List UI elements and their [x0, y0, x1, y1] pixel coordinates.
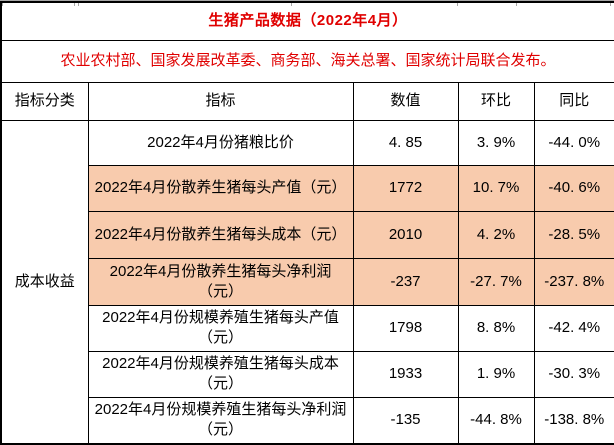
- value-cell: 4. 85: [352, 119, 459, 166]
- yoy-cell: -28. 5%: [533, 210, 614, 259]
- mom-cell: -44. 8%: [457, 396, 535, 445]
- yoy-cell: -40. 6%: [533, 164, 614, 212]
- gridline-top: [0, 0, 614, 1]
- indicator-cell: 2022年4月份规模养殖生猪每头净利润（元）: [87, 396, 354, 445]
- mom-cell: 10. 7%: [457, 164, 535, 212]
- value-cell: -237: [352, 257, 459, 306]
- mom-cell: 1. 9%: [457, 350, 535, 398]
- mom-cell: -27. 7%: [457, 257, 535, 306]
- table-row: 2022年4月份规模养殖生猪每头成本（元） 1933 1. 9% -30. 3%: [1, 350, 614, 398]
- table-row: 2022年4月份规模养殖生猪每头净利润（元） -135 -44. 8% -138…: [1, 396, 614, 445]
- value-cell: -135: [352, 396, 459, 445]
- indicator-cell: 2022年4月份猪粮比价: [87, 119, 354, 166]
- mom-cell: 4. 2%: [457, 210, 535, 259]
- yoy-cell: -138. 8%: [533, 396, 614, 445]
- column-header-value: 数值: [352, 81, 459, 121]
- table-row: 2022年4月份散养生猪每头成本（元） 2010 4. 2% -28. 5%: [1, 210, 614, 259]
- mom-cell: 8. 8%: [457, 304, 535, 352]
- table-row: 2022年4月份散养生猪每头净利润（元） -237 -27. 7% -237. …: [1, 257, 614, 306]
- table-row: 2022年4月份散养生猪每头产值（元） 1772 10. 7% -40. 6%: [1, 164, 614, 212]
- header-row: 指标分类 指标 数值 环比 同比: [0, 81, 614, 121]
- value-cell: 1933: [352, 350, 459, 398]
- indicator-cell: 2022年4月份散养生猪每头净利润（元）: [87, 257, 354, 306]
- value-cell: 1798: [352, 304, 459, 352]
- value-cell: 2010: [352, 210, 459, 259]
- indicator-cell: 2022年4月份规模养殖生猪每头成本（元）: [87, 350, 354, 398]
- publisher-subtitle: 农业农村部、国家发展改革委、商务部、海关总署、国家统计局联合发布。: [0, 39, 614, 83]
- table-row: 2022年4月份规模养殖生猪每头产值（元） 1798 8. 8% -42. 4%: [1, 304, 614, 352]
- yoy-cell: -44. 0%: [533, 119, 614, 166]
- yoy-cell: -30. 3%: [533, 350, 614, 398]
- column-header-indicator: 指标: [87, 81, 354, 121]
- indicator-cell: 2022年4月份规模养殖生猪每头产值（元）: [87, 304, 354, 352]
- subtitle-row: 农业农村部、国家发展改革委、商务部、海关总署、国家统计局联合发布。: [0, 39, 614, 83]
- page-title: 生猪产品数据（2022年4月）: [0, 1, 614, 41]
- yoy-cell: -42. 4%: [533, 304, 614, 352]
- column-header-category: 指标分类: [0, 81, 89, 121]
- indicator-cell: 2022年4月份散养生猪每头成本（元）: [87, 210, 354, 259]
- column-header-yoy: 同比: [533, 81, 614, 121]
- column-header-mom: 环比: [457, 81, 535, 121]
- title-row: 生猪产品数据（2022年4月）: [0, 1, 614, 41]
- indicator-cell: 2022年4月份散养生猪每头产值（元）: [87, 164, 354, 212]
- yoy-cell: -237. 8%: [533, 257, 614, 306]
- value-cell: 1772: [352, 164, 459, 212]
- category-cell: 成本收益: [0, 119, 89, 445]
- table-row: 成本收益 2022年4月份猪粮比价 4. 85 3. 9% -44. 0%: [0, 119, 614, 445]
- mom-cell: 3. 9%: [457, 119, 535, 166]
